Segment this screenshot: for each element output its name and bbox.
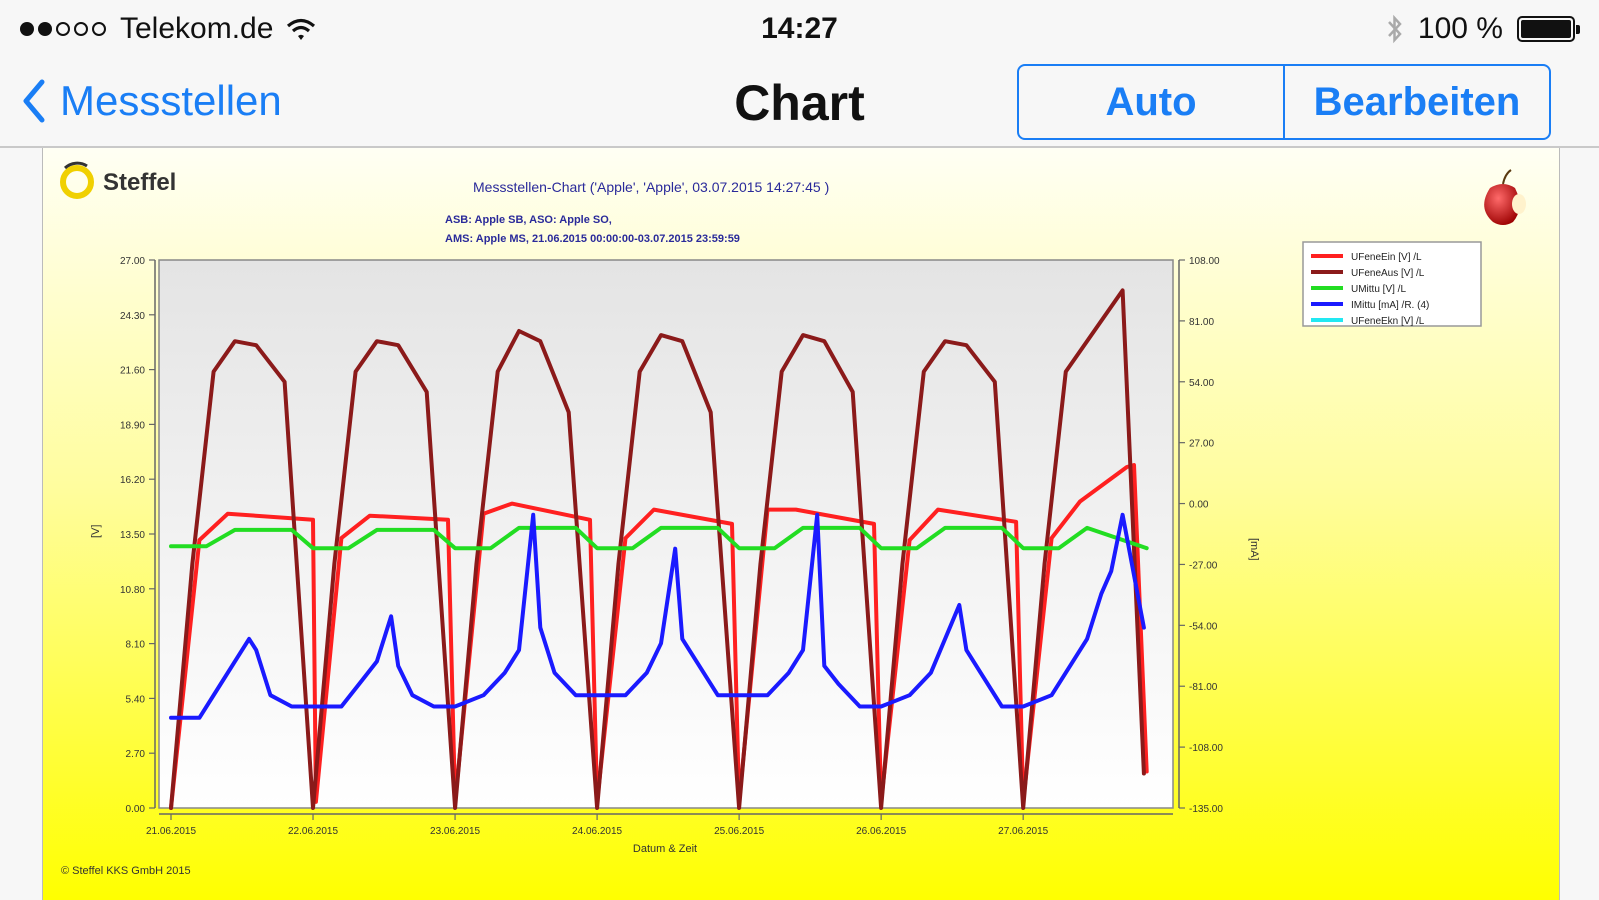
right-tick-label: 27.00	[1189, 439, 1214, 450]
left-tick-label: 18.90	[120, 420, 145, 431]
x-axis-title: Datum & Zeit	[633, 843, 697, 855]
battery-icon	[1517, 16, 1580, 42]
bluetooth-icon	[1386, 14, 1404, 44]
legend: UFeneEin [V] /L UFeneAus [V] /L UMittu [V]…	[1302, 241, 1482, 327]
back-button-label: Messstellen	[60, 77, 282, 124]
auto-button[interactable]: Auto	[1105, 79, 1197, 124]
signal-dot	[92, 22, 106, 36]
series-line-3	[169, 512, 1146, 720]
right-tick-label: 54.00	[1189, 378, 1214, 389]
x-tick-label: 24.06.2015	[572, 826, 622, 837]
right-tick-label: 81.00	[1189, 317, 1214, 328]
right-tick-label: -108.00	[1189, 743, 1223, 754]
left-tick-label: 24.30	[120, 311, 145, 322]
steffel-logo: Steffel	[60, 161, 176, 199]
back-button[interactable]: Messstellen	[22, 68, 282, 134]
chart-image: Steffel Messstellen-Chart ('Apple', 'App…	[60, 161, 1526, 877]
chevron-left-icon	[23, 79, 45, 123]
left-tick-label: 10.80	[120, 585, 145, 596]
left-axis-title: [V]	[90, 525, 102, 538]
segmented-control: Auto Bearbeiten	[1017, 64, 1551, 140]
x-tick-label: 22.06.2015	[288, 826, 338, 837]
x-tick-label: 25.06.2015	[714, 826, 764, 837]
status-right: 100 %	[1386, 12, 1580, 46]
battery-percent: 100 %	[1417, 12, 1503, 45]
right-tick-label: 0.00	[1189, 500, 1209, 511]
left-tick-label: 0.00	[126, 804, 146, 815]
right-axis-ticks: -135.00 -108.00 -81.00 -54.00 -27.00 0.00 27.0…	[1179, 256, 1223, 815]
legend-label: IMittu [mA] /R. (4)	[1351, 300, 1429, 311]
left-axis-ticks: 0.00 2.70 5.40 8.10 10.80 13.50 16.20 18.90 21.6…	[120, 256, 155, 815]
signal-dot	[74, 22, 88, 36]
left-tick-label: 27.00	[120, 256, 145, 267]
carrier-name: Telekom.de	[120, 12, 274, 45]
status-bar: Telekom.de 14:27 100 %	[0, 0, 1599, 62]
report-title: Messstellen-Chart ('Apple', 'Apple', 03.…	[473, 179, 829, 195]
series-line-1	[169, 288, 1146, 810]
legend-label: UMittu [V] /L	[1351, 284, 1406, 295]
logo-text: Steffel	[103, 169, 176, 196]
right-tick-label: -81.00	[1189, 682, 1218, 693]
x-tick-label: 26.06.2015	[856, 826, 906, 837]
x-tick-label: 23.06.2015	[430, 826, 480, 837]
status-left: Telekom.de	[20, 12, 317, 46]
apple-icon	[1484, 169, 1526, 225]
chart-report-panel: Steffel Messstellen-Chart ('Apple', 'App…	[42, 148, 1560, 900]
x-tick-label: 21.06.2015	[146, 826, 196, 837]
legend-label: UFeneEkn [V] /L	[1351, 316, 1425, 327]
legend-label: UFeneAus [V] /L	[1351, 268, 1425, 279]
signal-dot	[38, 22, 52, 36]
signal-strength-icon	[20, 22, 110, 36]
left-tick-label: 8.10	[126, 640, 146, 651]
legend-label: UFeneEin [V] /L	[1351, 252, 1422, 263]
navigation-bar: Messstellen Chart Auto Bearbeiten	[0, 62, 1599, 148]
battery-level	[1521, 20, 1571, 38]
report-subtitle-line2: AMS: Apple MS, 21.06.2015 00:00:00-03.07…	[445, 233, 740, 245]
left-tick-label: 5.40	[126, 694, 146, 705]
x-tick-label: 27.06.2015	[998, 826, 1048, 837]
x-axis-ticks: 21.06.2015 22.06.2015 23.06.2015 24.06.2015…	[146, 814, 1049, 837]
left-tick-label: 16.20	[120, 475, 145, 486]
signal-dot	[56, 22, 70, 36]
wifi-icon	[285, 16, 317, 42]
left-tick-label: 13.50	[120, 530, 145, 541]
series-layer	[169, 288, 1149, 810]
report-subtitle-line1: ASB: Apple SB, ASO: Apple SO,	[445, 214, 612, 226]
copyright-footer: © Steffel KKS GmbH 2015	[61, 865, 191, 877]
right-tick-label: -135.00	[1189, 804, 1223, 815]
series-line-2	[169, 525, 1149, 551]
right-axis-title: [mA]	[1248, 538, 1260, 561]
left-tick-label: 2.70	[126, 749, 146, 760]
signal-dot	[20, 22, 34, 36]
left-tick-label: 21.60	[120, 366, 145, 377]
edit-button[interactable]: Bearbeiten	[1283, 66, 1549, 138]
right-tick-label: -27.00	[1189, 560, 1218, 571]
right-tick-label: -54.00	[1189, 621, 1218, 632]
right-tick-label: 108.00	[1189, 256, 1220, 267]
